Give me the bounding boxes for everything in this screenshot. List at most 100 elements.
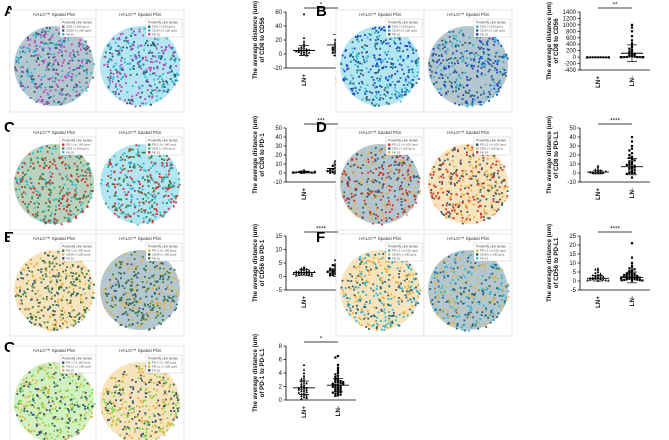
cell-dot <box>55 222 57 225</box>
cell-dot <box>442 59 445 62</box>
cell-dot <box>156 311 159 313</box>
cell-dot <box>109 285 112 287</box>
cell-dot <box>453 62 456 65</box>
cell-dot <box>66 84 69 87</box>
cell-dot <box>463 293 465 295</box>
cell-dot <box>109 196 111 199</box>
cell-dot <box>168 169 171 171</box>
cell-dot <box>449 40 452 43</box>
cell-dot <box>430 76 432 79</box>
cell-dot <box>127 304 130 306</box>
cell-dot <box>79 64 82 67</box>
cell-dot <box>341 179 344 182</box>
cell-dot <box>28 49 31 52</box>
cell-dot <box>409 164 412 167</box>
cell-dot <box>370 315 372 318</box>
cell-dot <box>497 59 500 62</box>
cell-dot <box>67 292 69 294</box>
y-tick-label: 20 <box>569 243 576 249</box>
cell-dot <box>59 93 62 95</box>
cell-dot <box>135 81 137 84</box>
cell-dot <box>155 208 158 211</box>
data-point-ln-neg <box>641 279 644 282</box>
cell-dot <box>399 57 402 59</box>
cell-dot <box>88 167 90 169</box>
legend-box <box>473 18 511 38</box>
cell-dot <box>117 260 120 263</box>
data-point-ln-neg <box>329 171 332 174</box>
cell-dot <box>149 328 151 330</box>
cell-dot <box>454 68 456 71</box>
data-point-ln-pos <box>591 171 595 175</box>
cell-dot <box>131 95 134 98</box>
cell-dot <box>449 323 451 326</box>
cell-dot <box>158 264 161 266</box>
cell-dot <box>59 286 62 289</box>
cell-dot <box>129 99 132 102</box>
cell-dot <box>493 156 496 159</box>
cell-dot <box>458 201 461 204</box>
cell-dot <box>55 28 58 31</box>
legend-label: Fill 10 <box>66 256 74 260</box>
cell-dot <box>434 71 437 74</box>
cell-dot <box>382 203 385 206</box>
cell-dot <box>377 65 380 68</box>
legend-swatch <box>148 25 151 28</box>
cell-dot <box>492 277 495 279</box>
cell-dot <box>373 256 376 259</box>
cell-dot <box>465 269 468 272</box>
cell-dot <box>143 151 146 154</box>
cell-dot <box>438 196 441 199</box>
cell-dot <box>461 329 464 331</box>
cell-dot <box>449 73 452 76</box>
cell-dot <box>411 161 414 163</box>
cell-dot <box>151 214 154 216</box>
cell-dot <box>72 69 75 71</box>
cell-dot <box>130 28 133 31</box>
cell-dot <box>461 214 463 216</box>
cell-dot <box>491 78 494 81</box>
cell-dot <box>431 70 433 73</box>
cell-dot <box>141 91 143 94</box>
cell-dot <box>51 295 54 298</box>
cell-dot <box>359 298 362 300</box>
cell-dot <box>490 75 493 78</box>
cell-dot <box>453 289 456 291</box>
cell-dot <box>434 291 437 294</box>
cell-dot <box>456 203 459 206</box>
cell-dot <box>49 276 52 279</box>
cell-dot <box>26 47 28 49</box>
data-point-ln-neg <box>628 50 631 53</box>
cell-dot <box>44 287 46 289</box>
cell-dot <box>457 88 460 90</box>
cell-dot <box>383 161 385 164</box>
x-tick-label: LN+ <box>301 188 308 200</box>
cell-dot <box>18 57 20 59</box>
cell-dot <box>375 65 378 67</box>
cell-dot <box>60 202 62 204</box>
cell-dot <box>127 279 130 282</box>
cell-dot <box>53 274 56 277</box>
cell-dot <box>486 170 488 172</box>
cell-dot <box>496 267 499 269</box>
cell-dot <box>401 181 403 184</box>
cell-dot <box>402 211 404 214</box>
cell-dot <box>39 269 42 272</box>
cell-dot <box>502 56 505 59</box>
cell-dot <box>49 47 51 50</box>
cell-dot <box>82 44 85 46</box>
cell-dot <box>160 56 163 59</box>
cell-dot <box>387 79 389 82</box>
cell-dot <box>173 300 176 303</box>
cell-dot <box>155 170 158 173</box>
cell-dot <box>159 58 162 60</box>
cell-dot <box>109 177 112 179</box>
cell-dot <box>490 166 492 169</box>
cell-dot <box>55 44 58 47</box>
cell-dot <box>440 73 442 76</box>
cell-dot <box>382 183 385 185</box>
cell-dot <box>52 56 55 59</box>
cell-dot <box>83 47 85 50</box>
cell-dot <box>497 208 500 211</box>
cell-dot <box>368 99 371 101</box>
